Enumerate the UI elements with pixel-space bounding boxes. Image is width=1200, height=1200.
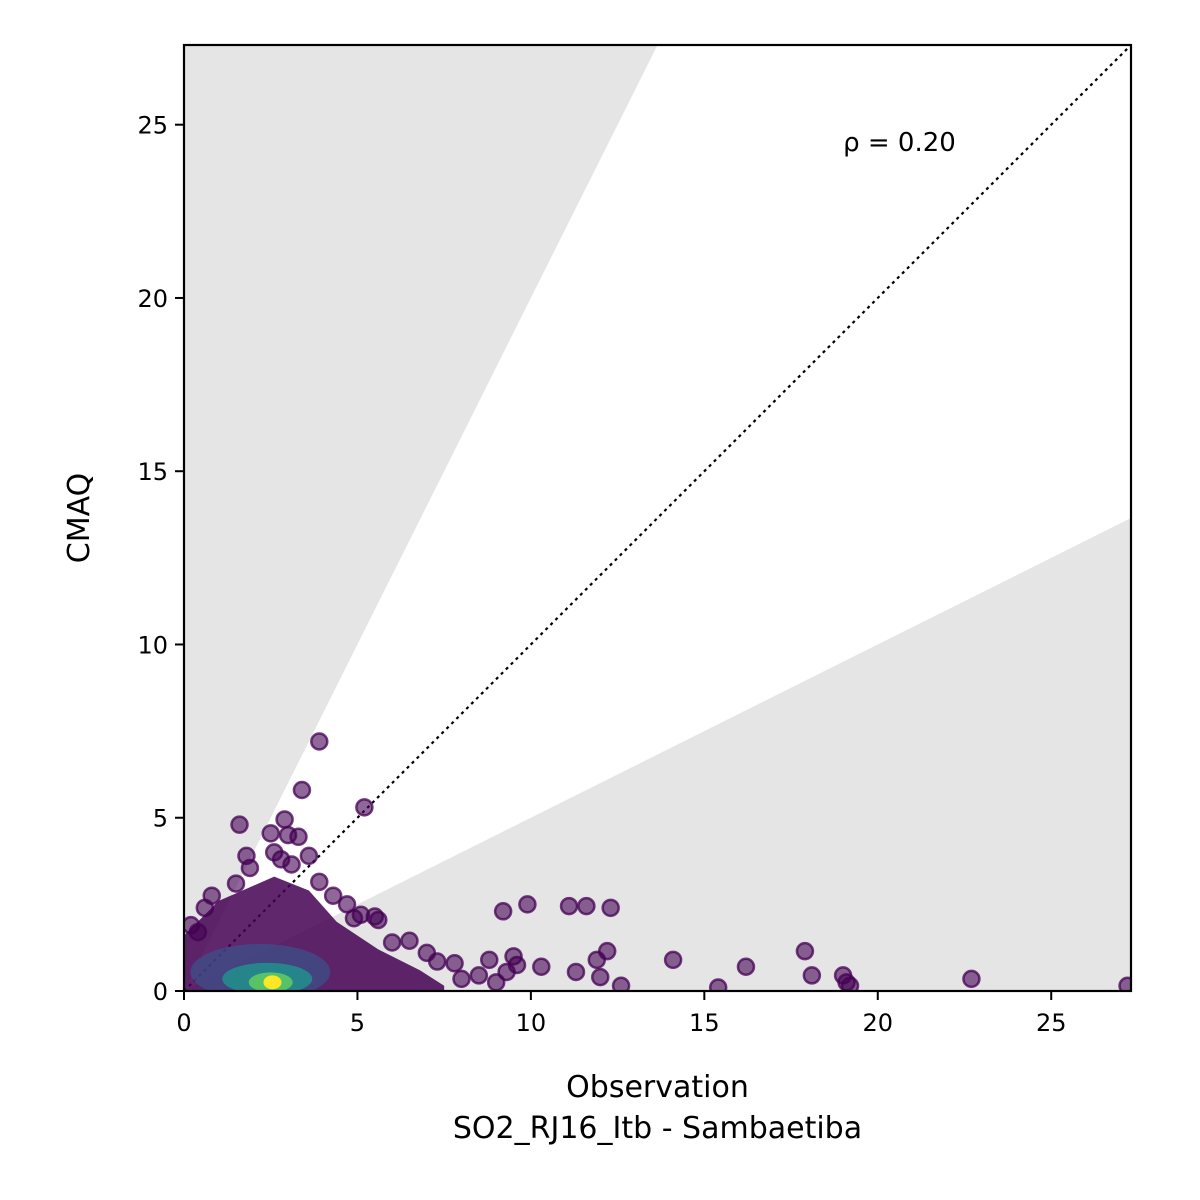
data-point [518,895,537,914]
data-point [532,957,551,976]
data-point [344,908,364,928]
data-point [275,810,294,829]
x-tick-label: 10 [516,1009,547,1037]
y-tick-label: 10 [137,631,168,659]
data-point [230,815,249,834]
data-point [310,872,329,892]
data-point [369,910,388,930]
data-point [299,846,319,866]
data-point [226,874,246,893]
one-to-one-line [183,44,1132,992]
data-point [566,962,586,982]
data-point [597,941,617,961]
data-point [427,952,447,971]
density-peak [263,975,282,990]
data-point [736,957,756,976]
x-tick-label: 20 [862,1009,893,1037]
y-axis-label: CMAQ [62,473,97,563]
data-point [261,824,280,843]
axis-ticks: 0 5 10 15 20 25 0 5 10 15 20 25 [137,43,1133,1037]
plot-area [183,44,1132,992]
shade-region-upper [184,45,658,991]
data-point [355,798,374,817]
y-tick-label: 0 [153,978,168,1006]
x-tick-label: 15 [689,1009,720,1037]
y-tick-label: 20 [137,285,168,313]
data-point [708,978,728,991]
data-point [507,955,527,975]
data-point [663,950,683,970]
data-point [195,898,215,918]
x-axis-label: Observation [566,1070,749,1105]
data-point [452,969,471,989]
data-point [962,969,981,989]
data-point [310,732,329,751]
y-tick-label: 5 [153,805,168,833]
x-tick-label: 0 [176,1009,191,1037]
data-point [469,966,489,985]
x-tick-label: 5 [350,1009,365,1037]
data-point [400,931,419,951]
shade-region-lower [184,518,1131,991]
data-point [493,902,513,921]
y-tick-label: 25 [137,112,168,140]
data-point [840,976,860,991]
data-point [601,898,620,918]
data-point [577,896,596,916]
data-point [559,896,579,916]
data-point [240,858,260,878]
data-point [445,954,464,973]
data-point [611,976,631,991]
x-axis-sublabel: SO2_RJ16_Itb - Sambaetiba [453,1111,862,1146]
correlation-annotation: ρ = 0.20 [843,128,956,158]
data-point [1118,976,1131,991]
plot-frame [182,43,1133,993]
data-point [271,850,291,869]
data-point [591,967,610,987]
data-point [382,933,402,952]
x-tick-label: 25 [1036,1009,1067,1037]
data-point [278,825,298,845]
data-point [323,886,343,905]
data-point [292,780,312,800]
data-point [188,922,208,942]
data-point [795,941,815,961]
data-point [480,950,499,970]
data-point [802,966,822,985]
y-tick-label: 15 [137,458,168,486]
